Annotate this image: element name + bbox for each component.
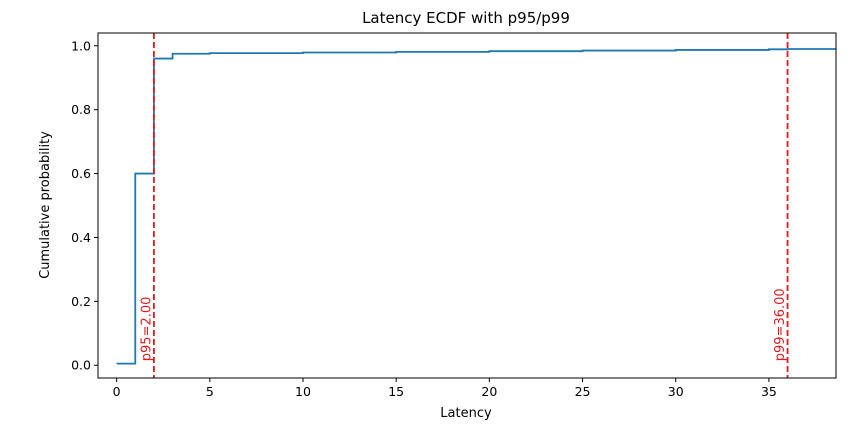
x-tick-label: 30: [668, 384, 684, 399]
x-tick-label: 10: [295, 384, 311, 399]
x-tick-label: 5: [206, 384, 214, 399]
reference-line-label-0: p95=2.00: [139, 297, 154, 362]
y-tick-label: 0.2: [71, 294, 91, 309]
ecdf-series-line-0: [116, 48, 836, 365]
y-tick-label: 0.8: [71, 102, 91, 117]
y-tick-label: 1.0: [71, 38, 91, 53]
y-axis-ticks: 0.0 0.2 0.4 0.6 0.8 1.0: [71, 38, 98, 373]
plot-area: p95=2.00 p99=36.00: [97, 32, 837, 379]
x-tick-label: 0: [113, 384, 121, 399]
x-tick-label: 35: [761, 384, 777, 399]
y-tick-label: 0.6: [71, 166, 91, 181]
chart-title: Latency ECDF with p95/p99: [362, 9, 570, 27]
x-axis-label: Latency: [440, 406, 492, 421]
x-tick-label: 15: [388, 384, 404, 399]
plot-frame: [97, 32, 837, 379]
reference-line-label-1: p99=36.00: [773, 288, 788, 361]
y-tick-label: 0.0: [71, 358, 91, 373]
y-tick-label: 0.4: [71, 230, 91, 245]
x-tick-label: 25: [575, 384, 591, 399]
y-axis-label: Cumulative probability: [38, 131, 53, 279]
x-tick-label: 20: [481, 384, 497, 399]
x-axis-ticks: 0 5 10 15 20 25 30 35: [113, 378, 777, 399]
